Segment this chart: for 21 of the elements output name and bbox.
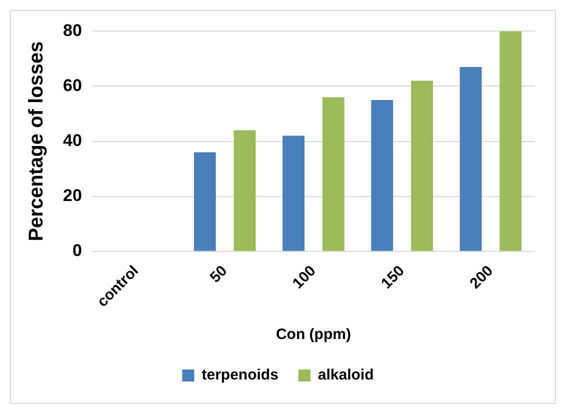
bar — [194, 152, 216, 251]
y-axis-title: Percentage of losses — [26, 41, 48, 242]
y-tick-label: 80 — [62, 20, 82, 40]
x-tick-label: 50 — [206, 262, 231, 286]
bar — [282, 136, 304, 251]
x-axis-title: Con (ppm) — [276, 326, 351, 344]
y-tick-label: 40 — [62, 130, 82, 150]
y-tick-label: 20 — [62, 186, 82, 205]
bar — [322, 97, 344, 251]
x-tick-label: 100 — [289, 262, 320, 292]
bar — [234, 130, 256, 251]
y-tick-label: 0 — [72, 241, 82, 260]
bar — [460, 66, 482, 251]
bar — [500, 31, 522, 251]
x-tick-label: 200 — [466, 262, 496, 292]
x-tick-label: 150 — [378, 262, 408, 292]
legend-label: alkaloid — [318, 366, 374, 384]
bar — [411, 80, 433, 251]
y-tick-label: 60 — [62, 76, 82, 95]
legend-label: terpenoids — [202, 366, 278, 384]
bar — [371, 100, 394, 251]
